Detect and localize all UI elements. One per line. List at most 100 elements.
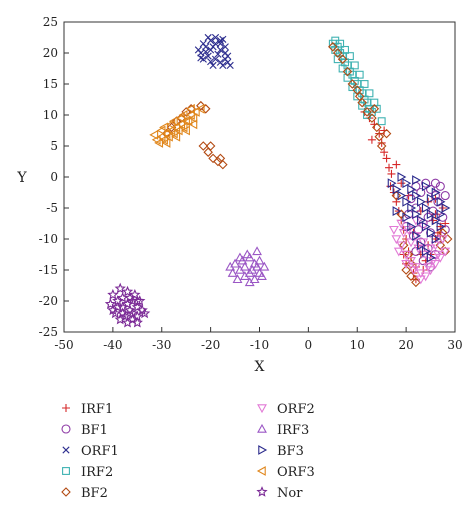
data-point bbox=[387, 169, 396, 178]
data-point bbox=[413, 244, 424, 254]
data-point bbox=[367, 113, 377, 123]
data-point bbox=[218, 159, 228, 170]
data-point bbox=[259, 261, 270, 271]
data-point bbox=[204, 33, 212, 42]
data-point bbox=[430, 191, 441, 201]
legend-item-nor: Nor bbox=[256, 486, 303, 501]
data-point bbox=[392, 184, 402, 195]
y-tick-label: 10 bbox=[43, 108, 58, 122]
data-point bbox=[350, 61, 359, 70]
data-point bbox=[199, 40, 207, 48]
x-tick-label: 10 bbox=[350, 338, 365, 352]
data-point bbox=[435, 181, 445, 191]
data-point bbox=[242, 249, 253, 259]
data-point bbox=[254, 255, 265, 265]
data-point bbox=[372, 122, 382, 133]
data-point bbox=[131, 301, 143, 313]
data-point bbox=[168, 116, 178, 127]
data-point bbox=[124, 291, 136, 303]
legend-marker-icon bbox=[61, 487, 71, 497]
legend-marker-icon bbox=[256, 486, 268, 497]
data-point bbox=[421, 178, 431, 188]
data-point bbox=[336, 39, 345, 48]
data-point bbox=[374, 131, 385, 142]
series-orf3 bbox=[149, 103, 205, 148]
data-point bbox=[412, 175, 422, 186]
data-point bbox=[341, 45, 349, 54]
legend-item-irf3: IRF3 bbox=[257, 423, 309, 438]
data-point bbox=[203, 147, 213, 157]
y-tick-label: -5 bbox=[46, 201, 58, 215]
x-axis-label: X bbox=[255, 359, 265, 375]
data-point bbox=[441, 203, 451, 213]
legend-item-irf1: IRF1 bbox=[62, 402, 113, 417]
legend-item-bf3: BF3 bbox=[258, 444, 304, 459]
data-point bbox=[202, 48, 210, 56]
data-point bbox=[345, 52, 354, 61]
y-tick-label: 5 bbox=[50, 139, 58, 153]
data-point bbox=[377, 117, 386, 126]
data-point bbox=[214, 50, 222, 58]
data-point bbox=[215, 153, 226, 164]
data-point bbox=[442, 234, 453, 244]
data-point bbox=[406, 238, 416, 248]
data-point bbox=[342, 66, 353, 77]
data-point bbox=[232, 274, 243, 284]
legend-label: Nor bbox=[277, 486, 303, 501]
y-tick-label: 20 bbox=[43, 46, 58, 60]
data-point bbox=[436, 196, 446, 207]
legend-item-orf2: ORF2 bbox=[257, 402, 315, 417]
y-tick-label: -20 bbox=[39, 294, 58, 308]
legend-label: BF1 bbox=[81, 423, 108, 438]
legend-label: ORF1 bbox=[81, 444, 119, 459]
data-point bbox=[337, 54, 348, 64]
data-point bbox=[417, 196, 426, 207]
legend-label: ORF3 bbox=[277, 465, 315, 480]
data-point bbox=[171, 131, 181, 142]
series-orf2 bbox=[388, 216, 451, 285]
data-point bbox=[438, 228, 448, 238]
x-tick-label: 30 bbox=[447, 338, 462, 352]
data-point bbox=[114, 282, 126, 294]
data-point bbox=[209, 43, 217, 51]
data-point bbox=[198, 141, 209, 151]
data-point bbox=[401, 265, 411, 275]
data-point bbox=[438, 204, 447, 212]
y-axis-label: Y bbox=[16, 170, 27, 186]
data-point bbox=[239, 261, 250, 271]
data-point bbox=[211, 33, 220, 42]
data-point bbox=[385, 163, 394, 172]
legend-item-orf3: ORF3 bbox=[256, 465, 315, 480]
data-point bbox=[423, 263, 434, 273]
y-tick-label: -25 bbox=[39, 325, 58, 339]
data-point bbox=[343, 73, 352, 82]
data-point bbox=[114, 313, 126, 325]
data-point bbox=[408, 266, 419, 276]
data-point bbox=[431, 215, 441, 226]
data-point bbox=[437, 235, 448, 245]
data-point bbox=[194, 46, 202, 54]
data-point bbox=[360, 80, 369, 88]
data-point bbox=[332, 48, 343, 58]
data-point bbox=[328, 42, 338, 52]
data-point bbox=[412, 209, 422, 220]
data-point bbox=[417, 215, 426, 226]
plot-frame bbox=[63, 21, 456, 333]
series-irf3 bbox=[225, 246, 270, 287]
data-point bbox=[249, 274, 260, 284]
legend-marker-icon bbox=[62, 446, 70, 454]
data-point bbox=[393, 247, 404, 257]
y-tick-label: -10 bbox=[39, 232, 58, 246]
data-point bbox=[131, 316, 143, 328]
data-point bbox=[365, 89, 374, 98]
data-point bbox=[117, 301, 129, 312]
data-point bbox=[440, 191, 450, 201]
data-point bbox=[402, 178, 412, 189]
data-point bbox=[397, 179, 406, 188]
data-point bbox=[355, 70, 364, 79]
data-point bbox=[406, 259, 416, 269]
data-point bbox=[435, 240, 446, 250]
data-point bbox=[415, 275, 426, 285]
series-nor bbox=[104, 282, 151, 328]
data-point bbox=[216, 46, 224, 54]
